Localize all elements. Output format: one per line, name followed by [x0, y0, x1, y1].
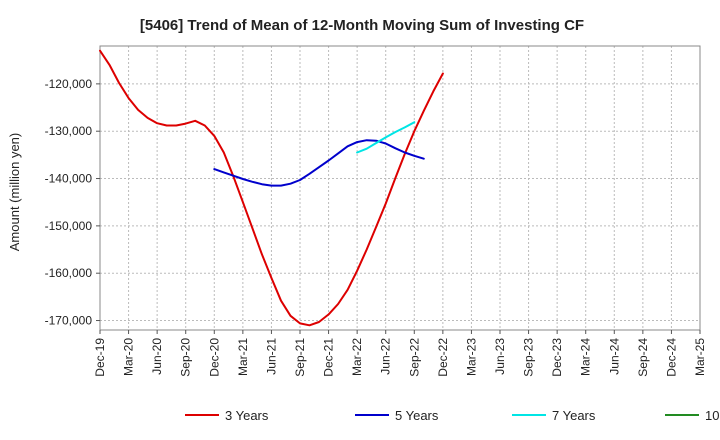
x-tick-label: Dec-20 [207, 338, 221, 377]
y-axis: -170,000 -160,000 -150,000 -140,000 -130,000… [45, 77, 100, 328]
x-tick-label: Dec-23 [550, 338, 564, 377]
x-tick-label: Sep-21 [293, 338, 307, 377]
y-tick-label: -140,000 [45, 172, 93, 186]
x-tick-label: Mar-25 [693, 338, 707, 376]
x-tick-label: Sep-20 [179, 338, 193, 377]
series-line-5-years [213, 139, 425, 187]
x-tick-label: Mar-21 [236, 338, 250, 376]
x-tick-label: Sep-24 [636, 338, 650, 377]
gridlines [100, 46, 700, 330]
legend-label: 10 Years [705, 408, 720, 423]
legend-label: 7 Years [552, 408, 596, 423]
y-tick-label: -120,000 [45, 77, 93, 91]
x-axis: Dec-19 Mar-20 Jun-20 Sep-20 Dec-20 Mar-21 Jun-… [93, 330, 707, 377]
x-tick-label: Dec-24 [664, 338, 678, 377]
series-line-3-years [99, 49, 444, 327]
x-tick-label: Mar-20 [122, 338, 136, 376]
y-axis-label: Amount (million yen) [7, 133, 22, 252]
x-tick-label: Dec-21 [322, 338, 336, 377]
legend-label: 5 Years [395, 408, 439, 423]
series-lines [99, 49, 444, 327]
x-tick-label: Dec-19 [93, 338, 107, 377]
legend: 3 Years 5 Years 7 Years 10 Years [185, 408, 720, 423]
series-line-7-years [356, 121, 416, 154]
x-tick-label: Jun-21 [264, 338, 278, 375]
x-tick-label: Mar-24 [579, 338, 593, 376]
y-tick-label: -130,000 [45, 124, 93, 138]
x-tick-label: Jun-24 [607, 338, 621, 375]
chart-title: [5406] Trend of Mean of 12-Month Moving … [140, 17, 584, 34]
x-tick-label: Jun-22 [379, 338, 393, 375]
legend-label: 3 Years [225, 408, 269, 423]
x-tick-label: Dec-22 [436, 338, 450, 377]
x-tick-label: Mar-22 [350, 338, 364, 376]
y-tick-label: -150,000 [45, 219, 93, 233]
y-tick-label: -160,000 [45, 266, 93, 280]
x-tick-label: Jun-20 [150, 338, 164, 375]
y-tick-label: -170,000 [45, 314, 93, 328]
x-tick-label: Sep-23 [522, 338, 536, 377]
x-tick-label: Mar-23 [464, 338, 478, 376]
x-tick-label: Sep-22 [407, 338, 421, 377]
x-tick-label: Jun-23 [493, 338, 507, 375]
plot-area-frame [99, 45, 701, 331]
